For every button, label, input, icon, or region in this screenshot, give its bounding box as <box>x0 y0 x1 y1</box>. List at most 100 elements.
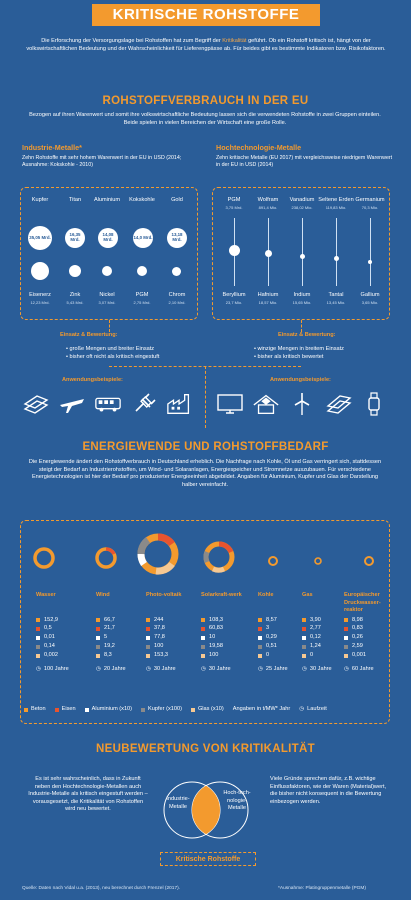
hightech-heading: Hochtechnologie-Metalle <box>216 143 302 152</box>
hightech-top-name: PGM <box>227 197 241 203</box>
hightech-bottom-name: Gallium <box>360 292 380 298</box>
energy-col-gas: Gas 3,90 2,77 0,12 1,24 0 ◷ 30 Jahre <box>302 592 348 674</box>
energy-value: 60,83 <box>209 625 223 632</box>
energy-row-beton: 3,90 <box>302 616 348 625</box>
glas-marker <box>344 653 348 658</box>
lifetime-value: 60 Jahre <box>351 665 374 672</box>
hightech-scale-line <box>302 218 303 286</box>
smartwatch-icon <box>360 392 388 416</box>
industrie-bottom-item: Eisenerz 12,23 Mrd. <box>20 292 60 305</box>
section-energiewende-text: Die Energiewende ändert den Rohstoffverb… <box>28 459 382 488</box>
kupfer-marker <box>146 644 150 649</box>
factory-icon <box>166 392 194 416</box>
beton-marker <box>201 618 205 623</box>
eisen-marker <box>258 627 262 632</box>
energy-value: 19,2 <box>104 643 115 650</box>
legend-glas: Glas (x10) <box>190 706 224 714</box>
energy-row-glas: 0,002 <box>36 651 82 660</box>
hightech-bottom-value: 23,7 Mio. <box>225 299 243 305</box>
industrie-top-name: Kokskohle <box>129 197 155 203</box>
energy-name: Solarkraft-werk <box>201 592 242 598</box>
aluminium-marker <box>36 635 40 640</box>
energy-row-kupfer: 1,24 <box>302 642 348 651</box>
energy-name: Photo-voltaik <box>146 592 182 598</box>
energy-value: 2,77 <box>310 625 321 632</box>
hightech-bottom-name: Indium <box>293 292 311 298</box>
industrie-bottom-name: Chrom <box>168 292 186 298</box>
energy-value: 0,001 <box>352 651 366 658</box>
legend-unit: Angaben in t/MW* Jahr <box>232 706 291 712</box>
hightech-top-name: Seltene Erden <box>318 197 354 203</box>
wind-turbine-icon <box>288 392 316 416</box>
energy-value: 100 <box>154 643 164 650</box>
energy-row-eisen: 0,83 <box>344 625 388 634</box>
industrie-bottom-item: Nickel 3,07 Mrd. <box>87 292 127 305</box>
hightech-eval-list: winzige Mengen in breitem Einsatz bisher… <box>254 346 344 361</box>
connector-line <box>301 320 302 332</box>
kupfer-marker <box>96 644 100 649</box>
energy-value: 0,5 <box>44 625 52 632</box>
clock-icon: ◷ <box>201 665 206 672</box>
industrie-bottom-item: Chrom 2,10 Mrd. <box>157 292 197 305</box>
beton-marker <box>146 618 150 623</box>
energy-value: 152,9 <box>44 616 58 623</box>
industrie-eval-list: große Mengen und breiter Einsatz bisher … <box>66 346 160 361</box>
hightech-eval-item: bisher als kritisch bewertet <box>254 354 344 362</box>
eisen-marker <box>146 627 150 632</box>
kupfer-marker <box>258 644 262 649</box>
energy-value: 3,90 <box>310 616 321 623</box>
hightech-top-value: 70,3 Mio. <box>361 204 379 210</box>
intro-highlight: Kritikalität <box>222 38 247 44</box>
energy-row-kupfer: 0,51 <box>258 642 304 651</box>
industrie-bottom-value: 12,23 Mrd. <box>30 299 50 305</box>
industrie-top-name: Gold <box>171 197 183 203</box>
industrie-top-name: Titan <box>68 197 82 203</box>
energy-value: 0,51 <box>266 643 277 650</box>
footer-source: Quelle: Daten nach Vidal u.a. (2013), ne… <box>22 886 181 891</box>
legend-label: Eisen <box>61 706 76 712</box>
hightech-top-item: Germanium 70,3 Mio. <box>350 197 390 210</box>
monitor-icon <box>216 392 244 416</box>
energy-row-aluminium: 0,26 <box>344 634 388 643</box>
energy-row-beton: 108,3 <box>201 616 247 625</box>
energy-row-beton: 244 <box>146 616 192 625</box>
beton-marker <box>258 618 262 623</box>
hightech-bottom-item: Hafnium 18,57 Mio. <box>248 292 288 305</box>
clock-icon: ◷ <box>258 665 263 672</box>
industrie-bottom-name: Zink <box>69 292 81 298</box>
energy-value: 2,59 <box>352 643 363 650</box>
industrie-bottom-dot <box>102 266 112 276</box>
energy-value: 21,7 <box>104 625 115 632</box>
airplane-icon <box>58 392 86 416</box>
hightech-top-item: PGM 3,75 Mrd. <box>214 197 254 210</box>
eisen-marker <box>344 627 348 632</box>
energy-col-reaktor: Europäischer Druckwasser-reaktor 8,98 0,… <box>344 592 388 674</box>
section-energiewende-title: ENERGIEWENDE UND ROHSTOFFBEDARF <box>82 441 329 453</box>
energy-row-beton: 8,98 <box>344 616 388 625</box>
industrie-bottom-value: 3,07 Mrd. <box>98 299 116 305</box>
kupfer-marker <box>344 644 348 649</box>
energy-row-kupfer: 2,59 <box>344 642 388 651</box>
industrie-bottom-value: 2,10 Mrd. <box>168 299 186 305</box>
energy-value: 19,58 <box>209 643 223 650</box>
donut-wind <box>95 547 117 569</box>
hightech-top-item: Wolfram 891,4 Mio. <box>248 197 288 210</box>
energy-value: 77,8 <box>154 634 165 641</box>
glas-marker <box>96 653 100 658</box>
industrie-bottom-item: Zink 5,43 Mrd. <box>55 292 95 305</box>
industrie-value-circle: 35,05 Mrd. <box>28 226 52 250</box>
aluminium-marker <box>344 635 348 640</box>
page-title: KRITISCHE ROHSTOFFE <box>92 4 320 26</box>
energy-row-glas: 8,3 <box>96 651 142 660</box>
clock-icon: ◷ <box>299 706 305 712</box>
lifetime-value: 30 Jahre <box>208 665 231 672</box>
glas-marker <box>146 653 150 658</box>
energy-col-photovoltaik: Photo-voltaik 244 37,8 77,8 100 153,3 ◷ 3… <box>146 592 192 674</box>
donut-wasser <box>33 547 55 569</box>
hightech-app-label: Anwendungsbeispiele: <box>270 377 331 383</box>
energy-value: 0,83 <box>352 625 363 632</box>
energy-value: 8,57 <box>266 616 277 623</box>
energy-value: 0,26 <box>352 634 363 641</box>
plug-icon <box>130 392 158 416</box>
energy-lifetime: ◷ 100 Jahre <box>36 666 82 674</box>
